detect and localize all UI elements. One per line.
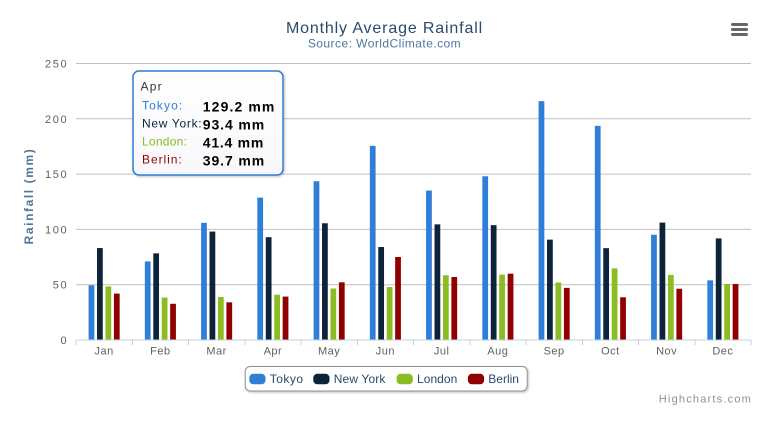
svg-text:200: 200 bbox=[45, 114, 68, 126]
svg-text:Nov: Nov bbox=[656, 346, 677, 358]
svg-text:Jul: Jul bbox=[434, 346, 450, 358]
svg-text:London:: London: bbox=[142, 135, 187, 149]
svg-text:Berlin: Berlin bbox=[488, 372, 519, 386]
svg-text:Apr: Apr bbox=[141, 80, 163, 94]
svg-text:Dec: Dec bbox=[712, 346, 733, 358]
svg-text:41.4 mm: 41.4 mm bbox=[203, 134, 264, 150]
svg-text:Highcharts.com: Highcharts.com bbox=[659, 394, 752, 406]
svg-text:Jan: Jan bbox=[94, 346, 113, 358]
svg-text:0: 0 bbox=[60, 335, 68, 347]
svg-text:100: 100 bbox=[45, 224, 68, 236]
svg-text:Tokyo: Tokyo bbox=[270, 372, 304, 386]
svg-text:Tokyo:: Tokyo: bbox=[142, 99, 183, 113]
svg-text:Mar: Mar bbox=[206, 346, 226, 358]
svg-text:May: May bbox=[318, 346, 340, 358]
svg-text:150: 150 bbox=[45, 169, 68, 181]
svg-text:39.7 mm: 39.7 mm bbox=[203, 152, 265, 168]
svg-text:250: 250 bbox=[45, 59, 68, 71]
svg-text:London: London bbox=[417, 372, 457, 386]
svg-text:Monthly Average Rainfall: Monthly Average Rainfall bbox=[286, 20, 483, 37]
svg-text:Jun: Jun bbox=[376, 346, 395, 358]
svg-text:Apr: Apr bbox=[264, 346, 283, 358]
svg-text:Rainfall (mm): Rainfall (mm) bbox=[22, 148, 36, 245]
svg-text:Sep: Sep bbox=[544, 346, 565, 358]
svg-text:Oct: Oct bbox=[601, 346, 620, 358]
svg-text:New York: New York bbox=[334, 372, 387, 386]
svg-text:50: 50 bbox=[53, 280, 68, 292]
svg-text:New York:: New York: bbox=[142, 117, 202, 131]
svg-text:93.4 mm: 93.4 mm bbox=[203, 116, 265, 132]
svg-text:Aug: Aug bbox=[487, 346, 508, 358]
svg-text:Feb: Feb bbox=[150, 346, 170, 358]
svg-text:129.2 mm: 129.2 mm bbox=[203, 98, 276, 114]
svg-text:Source: WorldClimate.com: Source: WorldClimate.com bbox=[308, 37, 461, 51]
svg-text:Berlin:: Berlin: bbox=[142, 153, 183, 167]
